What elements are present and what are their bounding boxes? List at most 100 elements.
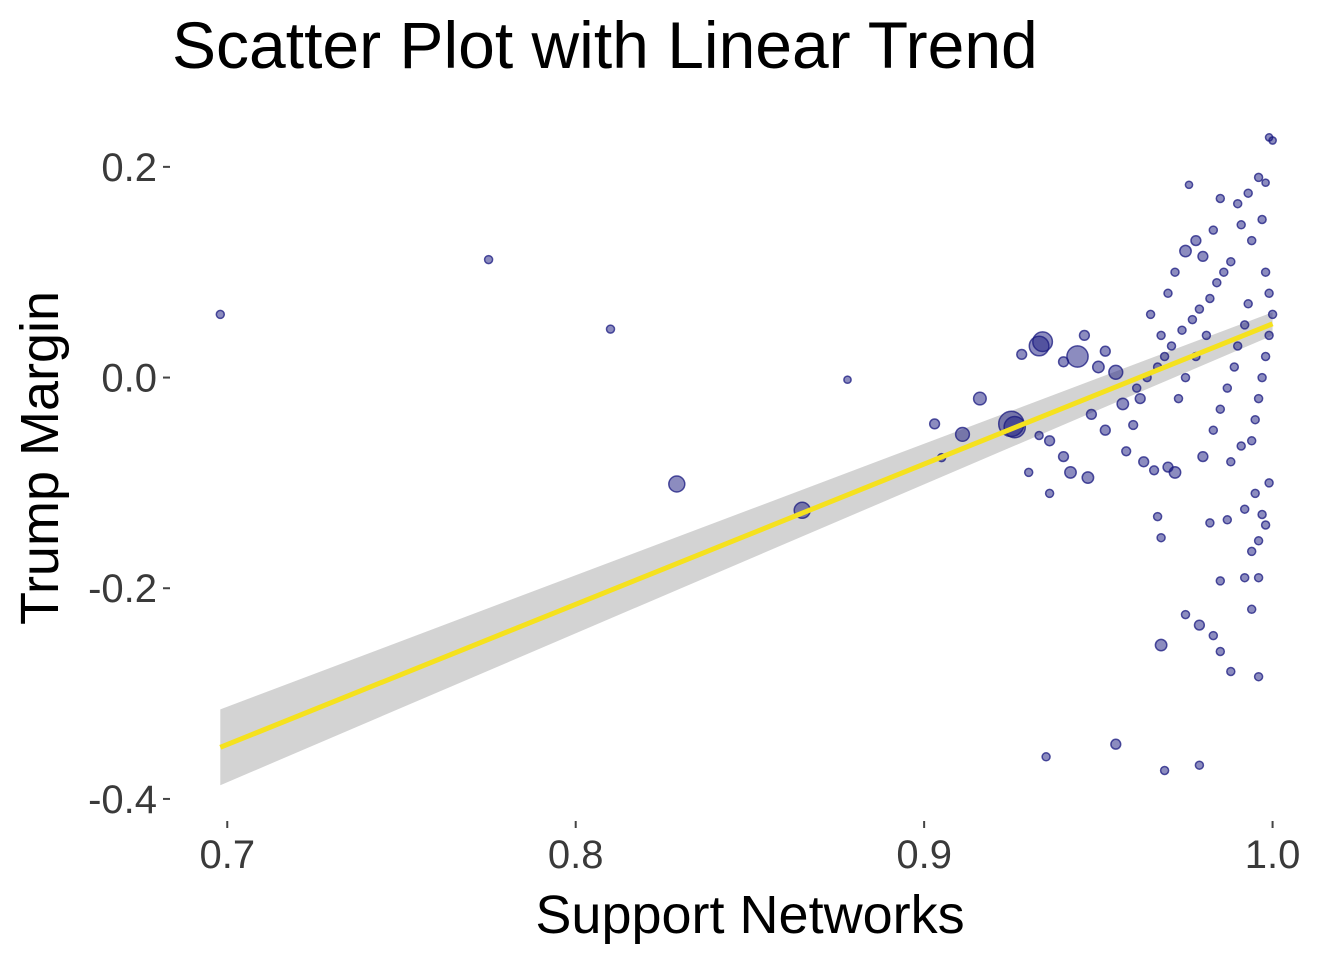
data-point [1173, 393, 1184, 404]
data-point [1193, 619, 1206, 631]
x-tick-label: 0.8 [548, 833, 604, 877]
data-point [1246, 604, 1257, 615]
data-point [1099, 345, 1111, 357]
data-point [1128, 419, 1139, 431]
data-point [1215, 576, 1226, 586]
data-point [1250, 414, 1260, 425]
data-point [1184, 180, 1194, 190]
data-point [1194, 760, 1205, 770]
x-axis-title: Support Networks [535, 885, 964, 945]
y-axis: 0.2 0.0 -0.2 -0.4 [88, 146, 170, 822]
data-point [1208, 425, 1219, 435]
data-point [1208, 630, 1219, 641]
data-point [843, 375, 852, 385]
data-point [1268, 136, 1277, 145]
data-point [1236, 220, 1246, 230]
data-point [1159, 351, 1170, 362]
data-point [1156, 330, 1166, 341]
data-point [1044, 488, 1055, 499]
data-point [1154, 638, 1168, 652]
data-point [1180, 372, 1191, 383]
data-point [1215, 404, 1226, 414]
data-point [1085, 408, 1098, 421]
data-point [1108, 364, 1124, 380]
data-point [1091, 360, 1105, 374]
data-point [1222, 515, 1233, 525]
data-point [1131, 383, 1142, 393]
data-point [1179, 244, 1192, 258]
data-point [1243, 188, 1253, 198]
data-point [1099, 424, 1111, 436]
data-point [1253, 393, 1264, 404]
data-point [1205, 293, 1215, 304]
data-point [1159, 765, 1170, 776]
data-point [1197, 450, 1209, 463]
data-point [1260, 351, 1271, 362]
trend-line [219, 321, 1274, 750]
data-point [1166, 341, 1177, 351]
data-point [1116, 397, 1130, 411]
x-tick-label: 0.9 [896, 833, 952, 877]
data-point [1078, 329, 1091, 342]
data-point [1215, 646, 1226, 657]
data-point [1023, 467, 1034, 478]
data-point [1194, 304, 1205, 314]
data-point [1232, 198, 1243, 209]
data-point [1197, 250, 1209, 263]
data-point [1057, 356, 1070, 368]
data-point [1239, 320, 1250, 330]
data-point [1180, 609, 1191, 620]
data-point [1170, 267, 1180, 277]
y-tick-label: 0.0 [101, 357, 157, 401]
data-point [1219, 267, 1229, 277]
data-point [1041, 752, 1051, 762]
data-point [1232, 341, 1243, 351]
data-point [1034, 430, 1044, 441]
data-point [1057, 450, 1070, 463]
data-point [215, 309, 226, 320]
data-point [1066, 345, 1089, 368]
data-point [1205, 518, 1215, 528]
data-points-layer [215, 133, 1278, 776]
y-axis-title: Trump Margin [10, 291, 70, 625]
data-point [1190, 234, 1202, 247]
x-axis: 0.7 0.8 0.9 1.0 [199, 821, 1300, 877]
data-point [1201, 330, 1212, 341]
data-point [1253, 572, 1264, 583]
data-point [1264, 288, 1274, 299]
data-point [1032, 331, 1054, 353]
data-point [1260, 267, 1271, 277]
data-point [1239, 504, 1250, 514]
data-point [1081, 471, 1095, 485]
data-point [483, 254, 494, 265]
y-tick-label: -0.2 [88, 567, 157, 611]
data-point [1187, 314, 1198, 325]
x-tick-label: 1.0 [1245, 833, 1301, 877]
data-point [1261, 178, 1270, 188]
trend-line-layer [219, 321, 1274, 750]
data-point [1257, 372, 1267, 383]
data-point [1163, 288, 1173, 299]
data-point [1267, 309, 1278, 320]
data-point [1226, 256, 1236, 267]
data-point [1222, 383, 1233, 393]
data-point [1229, 362, 1240, 372]
data-point [1156, 532, 1166, 543]
data-point [1246, 436, 1257, 446]
data-point [1257, 214, 1267, 225]
data-point [972, 391, 987, 406]
data-point [1043, 435, 1056, 447]
data-point [1226, 457, 1236, 467]
data-point [954, 426, 971, 443]
data-point [1064, 465, 1077, 479]
confidence-band-layer [220, 312, 1273, 786]
data-point [1253, 671, 1264, 682]
data-point [1152, 511, 1163, 522]
data-point [1253, 172, 1264, 183]
data-point [1138, 456, 1150, 468]
data-point [605, 324, 616, 334]
data-point [1250, 488, 1260, 499]
data-point [1134, 392, 1146, 405]
x-tick-label: 0.7 [199, 833, 255, 877]
data-point [1208, 225, 1219, 235]
